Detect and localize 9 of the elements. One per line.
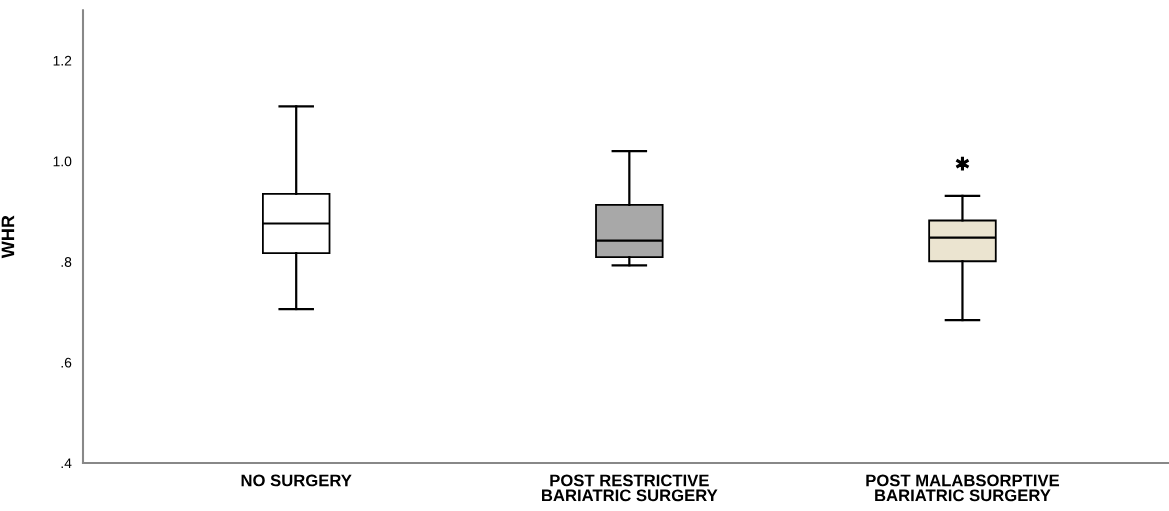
x-tick-label: POST RESTRICTIVE BARIATRIC SURGERY	[542, 474, 718, 502]
y-tick-label: .4	[61, 458, 72, 468]
y-tick-label: 1.0	[53, 156, 72, 167]
y-axis-title: WHR	[1, 215, 15, 259]
y-tick-label: .8	[61, 257, 72, 267]
y-tick-label: 1.2	[53, 55, 72, 66]
y-tick-label: .6	[61, 357, 72, 368]
x-tick-label: POST MALABSORPTIVE BARIATRIC SURGERY	[866, 474, 1060, 502]
x-tick-label: NO SURGERY	[241, 474, 352, 487]
